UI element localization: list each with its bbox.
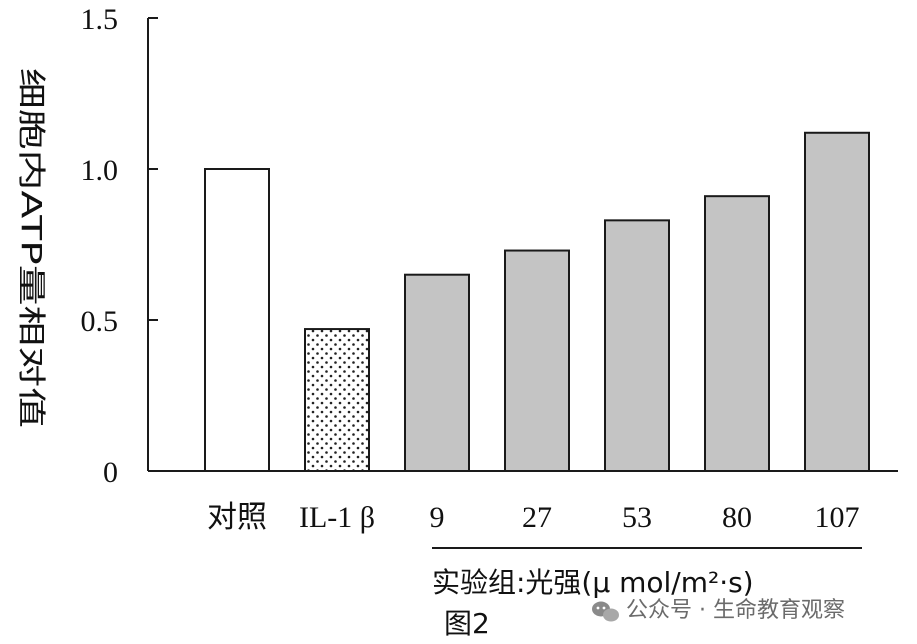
bar-2	[304, 328, 370, 472]
wechat-icon	[592, 601, 619, 622]
y-tick-label-1: 0	[103, 456, 118, 489]
category-label-4: 27	[522, 501, 552, 534]
bars-group	[204, 131, 870, 473]
y-ticks-group: 0 0.5 1.0 1.5	[81, 3, 158, 489]
bar-1	[204, 168, 270, 472]
bar-6	[704, 195, 770, 472]
category-label-1: 对照	[207, 501, 267, 534]
bar-7	[804, 131, 870, 472]
bar-4	[504, 249, 570, 472]
watermark-text: 公众号 · 生命教育观察	[626, 598, 845, 623]
category-label-2: IL-1 β	[299, 501, 375, 534]
category-label-3: 9	[430, 501, 445, 534]
category-label-6: 80	[722, 501, 752, 534]
y-tick-label-2: 0.5	[81, 305, 119, 338]
y-tick-label-3: 1.0	[81, 154, 119, 187]
bar-5	[604, 219, 670, 472]
category-labels-group: 对照 IL-1 β 9 27 53 80 107	[207, 501, 860, 534]
bar-3	[404, 273, 470, 473]
y-axis-label: 细胞内ATP量相对值	[15, 68, 48, 428]
group-label: 实验组:光强(μ mol/m²·s)	[432, 566, 754, 599]
figure-caption: 图2	[444, 607, 490, 640]
category-label-7: 107	[815, 501, 860, 534]
watermark: 公众号 · 生命教育观察	[592, 598, 845, 623]
y-tick-label-4: 1.5	[81, 3, 119, 36]
category-label-5: 53	[622, 501, 652, 534]
